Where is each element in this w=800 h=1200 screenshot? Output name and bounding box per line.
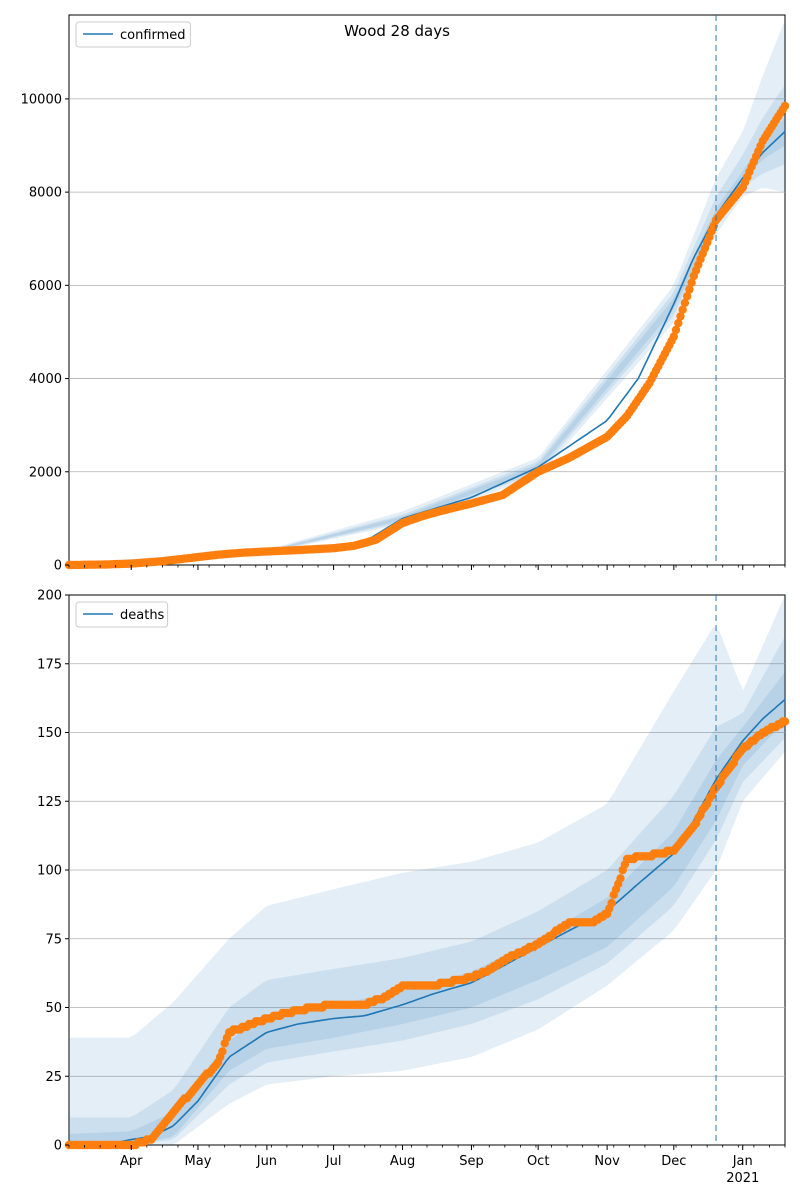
y-tick-label: 150 [37,726,62,741]
confidence-band [69,636,785,1145]
y-tick-label: 6000 [29,279,62,294]
x-tick-label: Jul [325,1154,342,1169]
observed-point [607,898,616,908]
x-tick-label: Apr [120,1154,143,1169]
y-tick-label: 200 [37,589,62,604]
observed-point [676,312,685,321]
observed-point [669,332,678,341]
deaths-legend-label: deaths [120,608,165,623]
confidence-band [69,595,785,1145]
observed-point [674,318,683,328]
confirmed-panel: 0 2000 4000 6000 8000 10000 confirmed Wood 28… [21,14,790,574]
confirmed-confidence-bands [69,19,785,566]
x-tick-label: Jun [256,1154,277,1169]
deaths-model-line [69,698,786,1146]
deaths-confidence-bands [69,595,785,1145]
observed-point [678,305,687,314]
y-tick-label: 0 [54,1139,62,1154]
x-year-label: 2021 [726,1171,759,1186]
y-tick-label: 100 [37,864,62,879]
confirmed-legend-box [75,21,191,48]
confirmed-legend-label: confirmed [120,28,186,43]
deaths-legend: deaths [75,601,169,628]
observed-point [680,298,690,308]
y-tick-label: 125 [37,795,62,810]
deaths-legend-box [75,601,169,628]
observed-point [685,285,694,294]
y-tick-label: 10000 [21,92,62,107]
confirmed-model-line [68,130,786,566]
y-tick-label: 2000 [29,465,62,480]
deaths-observed-points [64,717,790,1150]
observed-point [780,717,790,726]
x-tick-label: Dec [661,1154,686,1169]
observed-point [616,874,625,883]
observed-point [683,292,692,301]
y-tick-label: 4000 [29,372,62,387]
deaths-panel: 0 25 50 75 100 125 150 175 200 Apr May Jun Jul Aug Se… [37,589,790,1186]
x-tick-label: Oct [527,1154,549,1169]
y-tick-label: 8000 [29,186,62,201]
x-tick-label: Sep [459,1154,484,1169]
confirmed-grid [69,98,785,473]
observed-point [687,278,696,287]
y-tick-label: 0 [54,559,62,574]
y-tick-label: 175 [37,657,62,672]
confirmed-x-axis [68,565,786,570]
x-tick-label: May [185,1154,212,1169]
x-tick-label: Nov [594,1154,620,1169]
y-tick-label: 75 [45,932,62,947]
confirmed-y-axis: 0 2000 4000 6000 8000 10000 [21,92,69,574]
confirmed-observed-points [64,101,790,570]
deaths-x-axis: Apr May Jun Jul Aug Sep Oct Nov Dec Jan 2021 [68,1145,786,1186]
confidence-band [69,672,785,1145]
confidence-band [69,117,785,565]
deaths-y-axis: 0 25 50 75 100 125 150 175 200 [37,589,69,1154]
chart-title: Wood 28 days [344,22,450,40]
deaths-grid [69,663,785,1077]
observed-point [671,325,681,335]
observed-point [780,101,790,111]
observed-point [218,1047,227,1056]
y-tick-label: 25 [45,1070,62,1085]
x-tick-label: Aug [390,1154,415,1169]
confirmed-legend: confirmed [75,21,191,48]
y-tick-label: 50 [45,1001,62,1016]
x-tick-label: Jan [732,1154,753,1169]
